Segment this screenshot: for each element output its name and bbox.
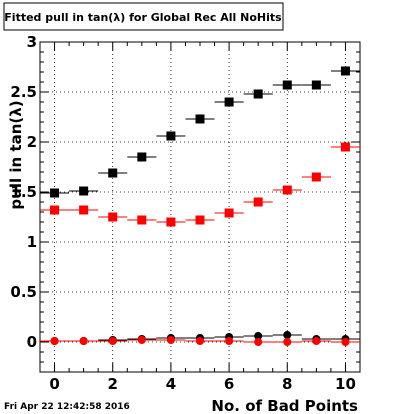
data-series: [40, 66, 360, 346]
data-point: [50, 188, 60, 198]
data-point: [253, 197, 263, 207]
series-0: [40, 66, 360, 198]
data-point: [282, 185, 292, 195]
data-point: [50, 337, 59, 345]
data-point: [225, 337, 234, 345]
data-point: [253, 89, 263, 99]
title-box: [3, 2, 284, 31]
data-point: [108, 337, 117, 345]
data-point: [166, 336, 175, 344]
data-point: [79, 337, 88, 345]
data-point: [341, 338, 350, 346]
y-tick-label: 1.5: [10, 183, 37, 201]
series-1: [40, 142, 360, 227]
x-tick-label: 8: [282, 375, 292, 393]
x-tick-label: 6: [224, 375, 234, 393]
data-point: [137, 215, 147, 225]
data-point: [340, 142, 350, 152]
data-point: [283, 338, 292, 346]
x-tick-labels: 0 2 4 6 8 10: [49, 375, 356, 393]
data-point: [166, 131, 176, 141]
data-point: [254, 332, 263, 340]
data-point: [108, 168, 118, 178]
y-axis-label: pull in tan(λ): [7, 100, 25, 209]
data-point: [254, 338, 263, 346]
y-tick-label: 1: [27, 233, 37, 251]
data-point: [311, 80, 321, 90]
y-tick-label: 0.5: [10, 283, 37, 301]
data-point: [50, 205, 60, 215]
x-tick-label: 2: [108, 375, 118, 393]
y-tick-labels: 0 0.5 1 1.5 2 2.5 3: [10, 33, 37, 351]
timestamp: Fri Apr 22 12:42:58 2016: [4, 402, 130, 412]
y-tick-label: 2: [27, 133, 37, 151]
data-point: [283, 331, 292, 339]
data-point: [108, 212, 118, 222]
data-point: [79, 186, 89, 196]
data-point: [137, 336, 146, 344]
series-3: [40, 336, 360, 346]
data-point: [166, 217, 176, 227]
data-point: [340, 66, 350, 76]
data-point: [195, 114, 205, 124]
data-point: [79, 205, 89, 215]
axis-ticks: [39, 41, 361, 373]
x-axis-label: No. of Bad Points: [211, 397, 358, 414]
data-point: [224, 97, 234, 107]
x-tick-label: 4: [166, 375, 176, 393]
x-tick-label: 10: [335, 375, 356, 393]
x-tick-label: 0: [49, 375, 59, 393]
chart-title: Fitted pull in tan(λ) for Global Rec All…: [4, 11, 282, 24]
data-point: [282, 80, 292, 90]
data-point: [195, 215, 205, 225]
data-point: [196, 337, 204, 345]
data-point: [311, 172, 321, 182]
y-tick-label: 2.5: [10, 83, 37, 101]
y-tick-label: 0: [27, 333, 37, 351]
data-point: [312, 337, 321, 345]
data-point: [224, 208, 234, 218]
y-tick-label: 3: [27, 33, 37, 51]
data-point: [137, 152, 147, 162]
